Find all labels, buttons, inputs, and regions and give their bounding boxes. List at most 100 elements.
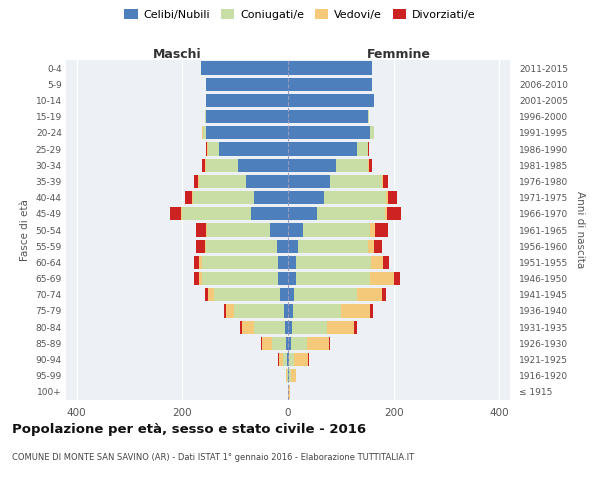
Bar bbox=[288, 320, 292, 334]
Bar bbox=[194, 256, 199, 269]
Bar bbox=[203, 126, 206, 140]
Bar bbox=[288, 126, 370, 140]
Bar bbox=[357, 142, 368, 156]
Bar bbox=[205, 110, 206, 124]
Bar bbox=[330, 175, 382, 188]
Bar bbox=[386, 191, 388, 204]
Bar bbox=[238, 158, 288, 172]
Text: Femmine: Femmine bbox=[367, 48, 431, 61]
Bar bbox=[288, 110, 368, 124]
Bar bbox=[307, 336, 329, 350]
Bar bbox=[202, 272, 278, 285]
Bar bbox=[295, 288, 357, 302]
Bar bbox=[206, 78, 288, 91]
Bar bbox=[278, 353, 279, 366]
Bar bbox=[303, 224, 370, 236]
Bar bbox=[192, 191, 193, 204]
Bar bbox=[292, 320, 326, 334]
Bar bbox=[214, 288, 280, 302]
Bar bbox=[288, 94, 374, 107]
Bar bbox=[199, 272, 202, 285]
Bar bbox=[262, 336, 272, 350]
Bar bbox=[288, 304, 293, 318]
Bar bbox=[284, 304, 288, 318]
Bar bbox=[296, 272, 370, 285]
Bar bbox=[288, 256, 296, 269]
Bar bbox=[388, 207, 401, 220]
Bar bbox=[224, 304, 226, 318]
Bar bbox=[382, 175, 383, 188]
Bar bbox=[219, 142, 288, 156]
Bar bbox=[205, 288, 208, 302]
Bar bbox=[382, 288, 386, 302]
Bar bbox=[170, 207, 181, 220]
Bar bbox=[206, 224, 207, 236]
Bar bbox=[288, 142, 357, 156]
Bar bbox=[368, 240, 374, 253]
Bar bbox=[370, 272, 394, 285]
Bar bbox=[388, 191, 397, 204]
Bar bbox=[394, 272, 400, 285]
Bar bbox=[290, 336, 307, 350]
Bar bbox=[194, 175, 198, 188]
Bar bbox=[194, 272, 199, 285]
Bar bbox=[288, 191, 324, 204]
Bar bbox=[283, 353, 287, 366]
Bar bbox=[287, 369, 288, 382]
Bar bbox=[251, 207, 288, 220]
Bar bbox=[185, 191, 192, 204]
Bar bbox=[383, 256, 389, 269]
Bar bbox=[354, 320, 357, 334]
Y-axis label: Fasce di età: Fasce di età bbox=[20, 199, 30, 261]
Bar bbox=[317, 207, 385, 220]
Bar bbox=[201, 62, 288, 74]
Bar bbox=[288, 224, 303, 236]
Y-axis label: Anni di nascita: Anni di nascita bbox=[575, 192, 585, 268]
Bar bbox=[288, 62, 371, 74]
Bar bbox=[241, 320, 242, 334]
Bar bbox=[242, 320, 254, 334]
Bar bbox=[326, 320, 354, 334]
Bar bbox=[288, 240, 298, 253]
Bar bbox=[286, 336, 288, 350]
Bar bbox=[289, 353, 295, 366]
Bar bbox=[286, 320, 288, 334]
Bar bbox=[290, 369, 296, 382]
Bar bbox=[205, 240, 206, 253]
Bar bbox=[288, 175, 330, 188]
Bar bbox=[288, 78, 371, 91]
Bar bbox=[368, 142, 370, 156]
Bar bbox=[371, 256, 383, 269]
Bar bbox=[289, 369, 290, 382]
Bar bbox=[370, 158, 372, 172]
Bar bbox=[288, 336, 290, 350]
Legend: Celibi/Nubili, Coniugati/e, Vedovi/e, Divorziati/e: Celibi/Nubili, Coniugati/e, Vedovi/e, Di… bbox=[121, 6, 479, 23]
Bar bbox=[269, 224, 288, 236]
Bar bbox=[293, 304, 341, 318]
Bar bbox=[182, 207, 251, 220]
Bar bbox=[205, 158, 206, 172]
Bar bbox=[277, 240, 288, 253]
Bar bbox=[383, 175, 388, 188]
Bar bbox=[202, 158, 205, 172]
Bar bbox=[370, 224, 374, 236]
Bar bbox=[206, 158, 238, 172]
Bar bbox=[288, 386, 290, 398]
Bar bbox=[198, 175, 199, 188]
Bar bbox=[202, 126, 203, 140]
Bar bbox=[208, 288, 214, 302]
Bar bbox=[288, 158, 335, 172]
Text: COMUNE DI MONTE SAN SAVINO (AR) - Dati ISTAT 1° gennaio 2016 - Elaborazione TUTT: COMUNE DI MONTE SAN SAVINO (AR) - Dati I… bbox=[12, 452, 414, 462]
Bar bbox=[206, 94, 288, 107]
Bar bbox=[298, 240, 368, 253]
Bar bbox=[295, 353, 308, 366]
Bar bbox=[288, 272, 296, 285]
Bar bbox=[196, 240, 205, 253]
Bar bbox=[374, 240, 382, 253]
Bar bbox=[206, 240, 277, 253]
Bar bbox=[296, 256, 371, 269]
Bar bbox=[254, 320, 286, 334]
Bar bbox=[374, 224, 388, 236]
Bar bbox=[278, 256, 288, 269]
Bar bbox=[280, 288, 288, 302]
